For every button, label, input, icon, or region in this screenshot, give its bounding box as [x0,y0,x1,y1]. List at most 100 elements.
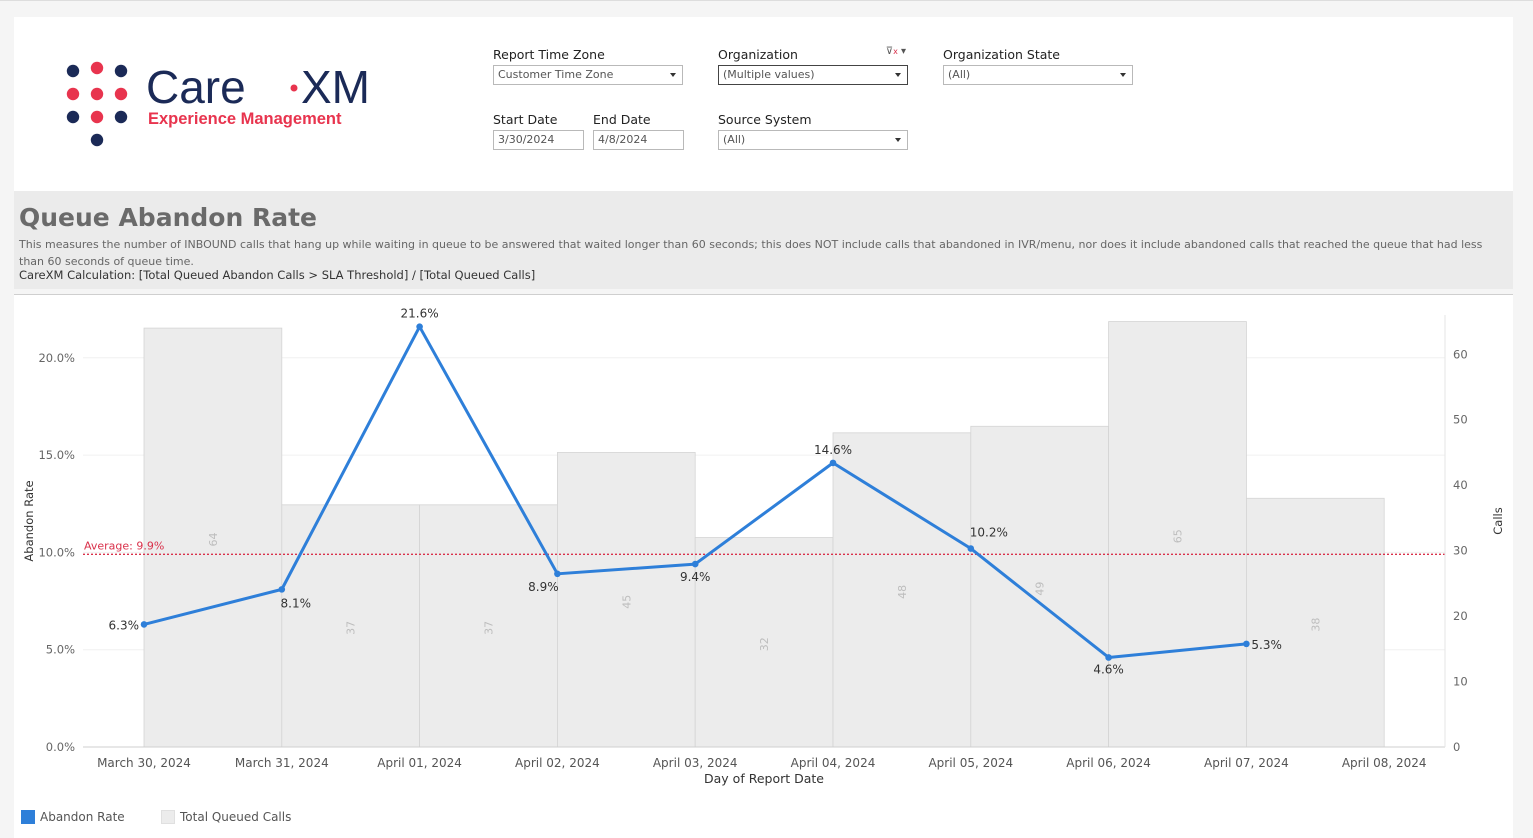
report-time-zone-value: Customer Time Zone [498,68,614,81]
start-date-input[interactable]: 3/30/2024 [493,130,584,150]
y-tick-label: 15.0% [38,448,75,462]
bar-value-label: 45 [620,595,633,609]
bar [419,504,558,748]
bar-value-label: 64 [207,533,220,547]
data-point [691,560,699,568]
y2-tick-label: 30 [1453,544,1468,558]
y2-tick-label: 50 [1453,413,1468,427]
svg-text:Care: Care [146,61,246,113]
bar [832,432,972,748]
source-system-label: Source System [718,112,812,127]
data-label: 8.1% [281,596,312,610]
report-time-zone-filter: Report Time Zone Customer Time Zone [493,47,683,85]
organization-state-filter: Organization State (All) [943,47,1133,85]
report-time-zone-dropdown[interactable]: Customer Time Zone [493,65,683,85]
legend-swatch-total-queued-calls [161,810,175,824]
source-system-filter: Source System (All) [718,112,908,150]
x-axis-title: Day of Report Date [704,771,824,786]
abandon-rate-chart[interactable]: 64 37 37 45 32 48 49 65 38 Average: 9.9% 6.3% 8.1… [14,295,1513,795]
y-tick-label: 20.0% [38,351,75,365]
source-system-dropdown[interactable]: (All) [718,130,908,150]
chevron-down-icon [1120,73,1126,77]
y-axis-title: Abandon Rate [22,480,36,561]
data-point [1243,640,1250,648]
logo-dots-icon [66,61,128,147]
data-point [829,459,837,467]
data-point [1105,654,1112,661]
organization-label: Organization [718,47,798,62]
line-abandon-rate: 6.3% 8.1% 21.6% 8.9% 9.4% 14.6% 10.2% 4.6% 5.3% [109,307,1282,677]
data-point [140,621,148,628]
data-label: 8.9% [528,580,559,594]
y2-tick-label: 10 [1453,675,1468,689]
data-label: 10.2% [970,526,1008,540]
y2-tick-label: 0 [1453,740,1460,754]
metric-calculation: CareXM Calculation: [Total Queued Abando… [19,268,536,282]
organization-value: (Multiple values) [723,68,815,81]
bar [694,537,834,748]
bars-total-queued-calls [143,321,1385,748]
legend-item-total-queued-calls[interactable]: Total Queued Calls [161,810,291,824]
data-label: 9.4% [680,570,711,584]
svg-text:XM: XM [301,61,370,113]
title-panel: Queue Abandon Rate This measures the num… [14,191,1513,289]
legend-swatch-abandon-rate [21,810,35,824]
bar-value-label: 37 [345,621,358,635]
data-label: 4.6% [1093,662,1124,676]
legend-label-abandon-rate: Abandon Rate [40,810,125,824]
x-tick-label: April 04, 2024 [791,756,876,770]
x-tick-label: April 06, 2024 [1066,756,1151,770]
average-reference-line: Average: 9.9% [83,539,1445,556]
axes: 0.0% 5.0% 10.0% 15.0% 20.0% 0 10 20 30 40 50 60 Marc… [22,315,1505,786]
data-point [416,323,423,330]
y-tick-label: 10.0% [38,545,75,559]
x-tick-label: April 02, 2024 [515,756,600,770]
header-panel: Care XM Experience Management Report Tim… [14,17,1513,191]
start-date-label: Start Date [493,112,558,127]
x-tick-label: April 05, 2024 [928,756,1013,770]
bar-value-label: 32 [758,637,771,651]
page-title: Queue Abandon Rate [19,203,317,232]
top-border [0,0,1533,1]
end-date-filter: End Date 4/8/2024 [593,112,684,150]
chart-panel: 64 37 37 45 32 48 49 65 38 Average: 9.9% 6.3% 8.1… [14,294,1513,838]
organization-filter: Organization ⊽x ▾ (Multiple values) [718,46,908,85]
bar-value-label: 65 [1172,529,1185,543]
chevron-down-icon [670,73,676,77]
y-tick-label: 5.0% [46,643,75,657]
data-label: 14.6% [814,443,852,457]
end-date-label: End Date [593,112,651,127]
carexm-logo: Care XM Experience Management [64,61,384,151]
x-tick-label: April 03, 2024 [653,756,738,770]
x-tick-label: April 01, 2024 [377,756,462,770]
start-date-filter: Start Date 3/30/2024 [493,112,584,150]
data-label: 5.3% [1251,638,1282,652]
data-label: 21.6% [401,307,439,321]
legend-item-abandon-rate[interactable]: Abandon Rate [21,810,125,824]
x-tick-label: April 08, 2024 [1342,756,1427,770]
bar-labels: 64 37 37 45 32 48 49 65 38 [207,529,1322,651]
x-tick-label: March 30, 2024 [97,756,191,770]
bar [557,452,696,748]
end-date-input[interactable]: 4/8/2024 [593,130,684,150]
chevron-down-icon [895,73,901,77]
y2-tick-label: 40 [1453,478,1468,492]
bar [1246,497,1385,748]
organization-dropdown[interactable]: (Multiple values) [718,65,908,85]
x-tick-label: April 07, 2024 [1204,756,1289,770]
clear-filter-icon[interactable]: ⊽x ▾ [885,46,906,57]
y-tick-label: 0.0% [46,740,75,754]
metric-description: This measures the number of INBOUND call… [19,238,1483,268]
organization-state-label: Organization State [943,47,1060,62]
bar [143,327,283,748]
bar-value-label: 37 [483,621,496,635]
legend-label-total-queued-calls: Total Queued Calls [180,810,292,824]
y2-axis-title: Calls [1491,507,1505,534]
bar-value-label: 48 [896,585,909,599]
y2-tick-label: 20 [1453,609,1468,623]
chevron-down-icon [895,138,901,142]
organization-state-value: (All) [948,68,971,81]
x-tick-label: March 31, 2024 [235,756,329,770]
data-point [554,570,561,578]
organization-state-dropdown[interactable]: (All) [943,65,1133,85]
